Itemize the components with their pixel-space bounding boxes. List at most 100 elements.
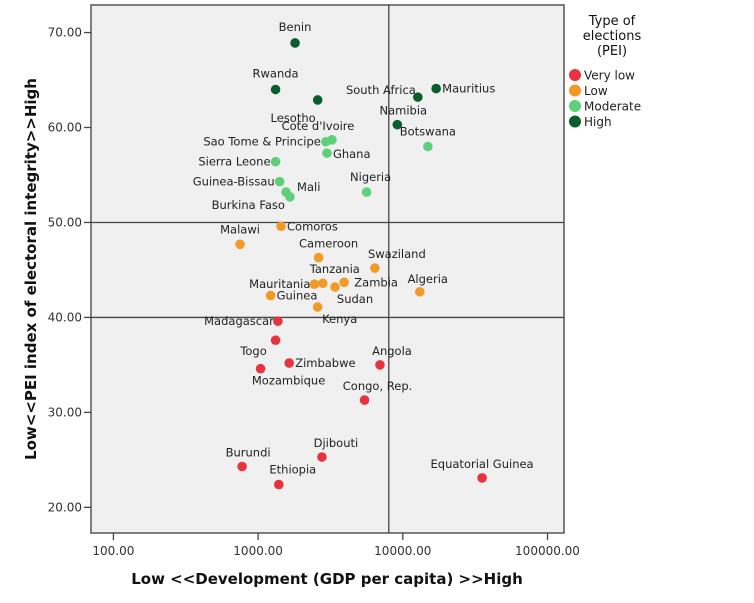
data-point bbox=[317, 452, 327, 462]
data-label: Ethiopia bbox=[269, 463, 316, 477]
data-label: Cameroon bbox=[299, 237, 358, 251]
data-label: Djibouti bbox=[314, 436, 359, 450]
data-point bbox=[359, 395, 370, 405]
data-label: South Africa bbox=[346, 83, 416, 97]
plot-area bbox=[90, 4, 565, 534]
data-label: Angola bbox=[372, 344, 412, 358]
x-tick-label: 100.00 bbox=[92, 544, 134, 558]
data-label: Nigeria bbox=[350, 170, 391, 184]
legend-label: Low bbox=[584, 84, 608, 98]
data-label: Swaziland bbox=[368, 247, 426, 261]
data-point bbox=[255, 363, 266, 374]
data-point bbox=[265, 290, 276, 301]
y-tick-label: 30.00 bbox=[48, 405, 82, 419]
y-tick-label: 70.00 bbox=[48, 26, 82, 40]
legend-title: (PEI) bbox=[597, 44, 627, 59]
data-point bbox=[423, 141, 433, 152]
data-point bbox=[235, 239, 245, 250]
data-point bbox=[477, 473, 487, 483]
data-point bbox=[270, 335, 281, 346]
data-label: Equatorial Guinea bbox=[431, 457, 534, 471]
y-tick-label: 50.00 bbox=[48, 215, 82, 229]
data-label: Zimbabwe bbox=[295, 356, 355, 370]
data-label: Kenya bbox=[322, 312, 357, 326]
data-label: Mauritania bbox=[249, 277, 310, 291]
data-label: Zambia bbox=[354, 275, 398, 289]
point-labels: Benin Rwanda Lesotho South Africa Mauritius N… bbox=[193, 20, 534, 477]
data-label: Malawi bbox=[220, 222, 260, 236]
data-point bbox=[309, 279, 320, 289]
data-label: Algeria bbox=[408, 272, 448, 286]
data-point bbox=[273, 316, 283, 327]
data-point bbox=[312, 302, 323, 312]
legend-swatch bbox=[569, 84, 581, 97]
data-label: Congo, Rep. bbox=[343, 379, 413, 393]
data-point bbox=[313, 252, 324, 263]
data-label: Namibia bbox=[380, 104, 428, 118]
data-label: Mauritius bbox=[442, 82, 495, 96]
data-label: Comoros bbox=[287, 219, 338, 233]
data-point bbox=[270, 84, 281, 95]
data-point bbox=[413, 92, 423, 102]
x-tick-label: 100000.00 bbox=[515, 544, 580, 558]
y-axis: 20.00 30.00 40.00 50.00 60.00 70.00 bbox=[48, 26, 91, 514]
x-axis-title: Low <<Development (GDP per capita) >>Hig… bbox=[131, 570, 523, 588]
data-points bbox=[235, 38, 487, 490]
y-tick-label: 40.00 bbox=[48, 310, 82, 324]
data-point bbox=[270, 156, 281, 167]
data-point bbox=[339, 277, 349, 288]
data-label: Botswana bbox=[400, 124, 456, 138]
data-point bbox=[322, 148, 332, 158]
data-label: Sudan bbox=[337, 292, 373, 306]
legend-swatch bbox=[569, 115, 581, 128]
data-point bbox=[276, 221, 286, 232]
data-label: Ghana bbox=[333, 147, 371, 161]
data-point bbox=[274, 176, 285, 187]
x-tick-label: 10000.00 bbox=[374, 544, 431, 558]
x-axis: 100.00 1000.00 10000.00 100000.00 bbox=[92, 533, 580, 558]
data-label: Rwanda bbox=[253, 67, 299, 81]
y-axis-title: Low<<PEI index of electoral integrity>>H… bbox=[22, 78, 40, 460]
legend-label: High bbox=[584, 115, 612, 129]
data-point bbox=[284, 358, 295, 368]
data-label: Cote d'Ivoire bbox=[282, 119, 355, 133]
data-label: Sao Tome & Principe bbox=[203, 135, 321, 149]
legend-title: Type of bbox=[588, 14, 636, 29]
y-tick-label: 20.00 bbox=[48, 500, 82, 514]
data-point bbox=[361, 187, 372, 197]
reference-lines bbox=[91, 5, 564, 533]
data-label: Lesotho bbox=[271, 111, 316, 125]
data-point bbox=[330, 282, 340, 292]
data-point bbox=[237, 461, 247, 472]
legend-swatch bbox=[569, 100, 581, 112]
data-point bbox=[285, 192, 295, 202]
data-point bbox=[414, 286, 425, 297]
data-label: Mozambique bbox=[252, 374, 325, 388]
data-point bbox=[370, 263, 380, 273]
data-point bbox=[392, 119, 403, 130]
data-label: Benin bbox=[279, 20, 312, 34]
data-label: Guinea-Bissau bbox=[193, 175, 275, 189]
data-label: Madagascar bbox=[204, 314, 274, 328]
legend-swatch bbox=[569, 69, 581, 81]
data-point bbox=[375, 360, 385, 370]
legend-label: Moderate bbox=[584, 100, 641, 114]
data-label: Burundi bbox=[226, 446, 271, 460]
data-point bbox=[312, 95, 323, 105]
data-point bbox=[318, 278, 328, 289]
legend-label: Very low bbox=[584, 69, 635, 83]
data-point bbox=[274, 479, 284, 490]
data-point bbox=[321, 136, 331, 147]
x-tick-label: 1000.00 bbox=[233, 544, 283, 558]
y-tick-label: 60.00 bbox=[48, 121, 82, 135]
legend-title: elections bbox=[583, 29, 642, 44]
data-label: Tanzania bbox=[309, 262, 360, 276]
data-label: Guinea bbox=[277, 289, 318, 303]
data-label: Mali bbox=[297, 180, 320, 194]
data-point bbox=[290, 38, 300, 48]
data-label: Sierra Leone bbox=[198, 155, 270, 169]
data-label: Burkina Faso bbox=[212, 198, 285, 212]
data-label: Togo bbox=[239, 344, 266, 358]
